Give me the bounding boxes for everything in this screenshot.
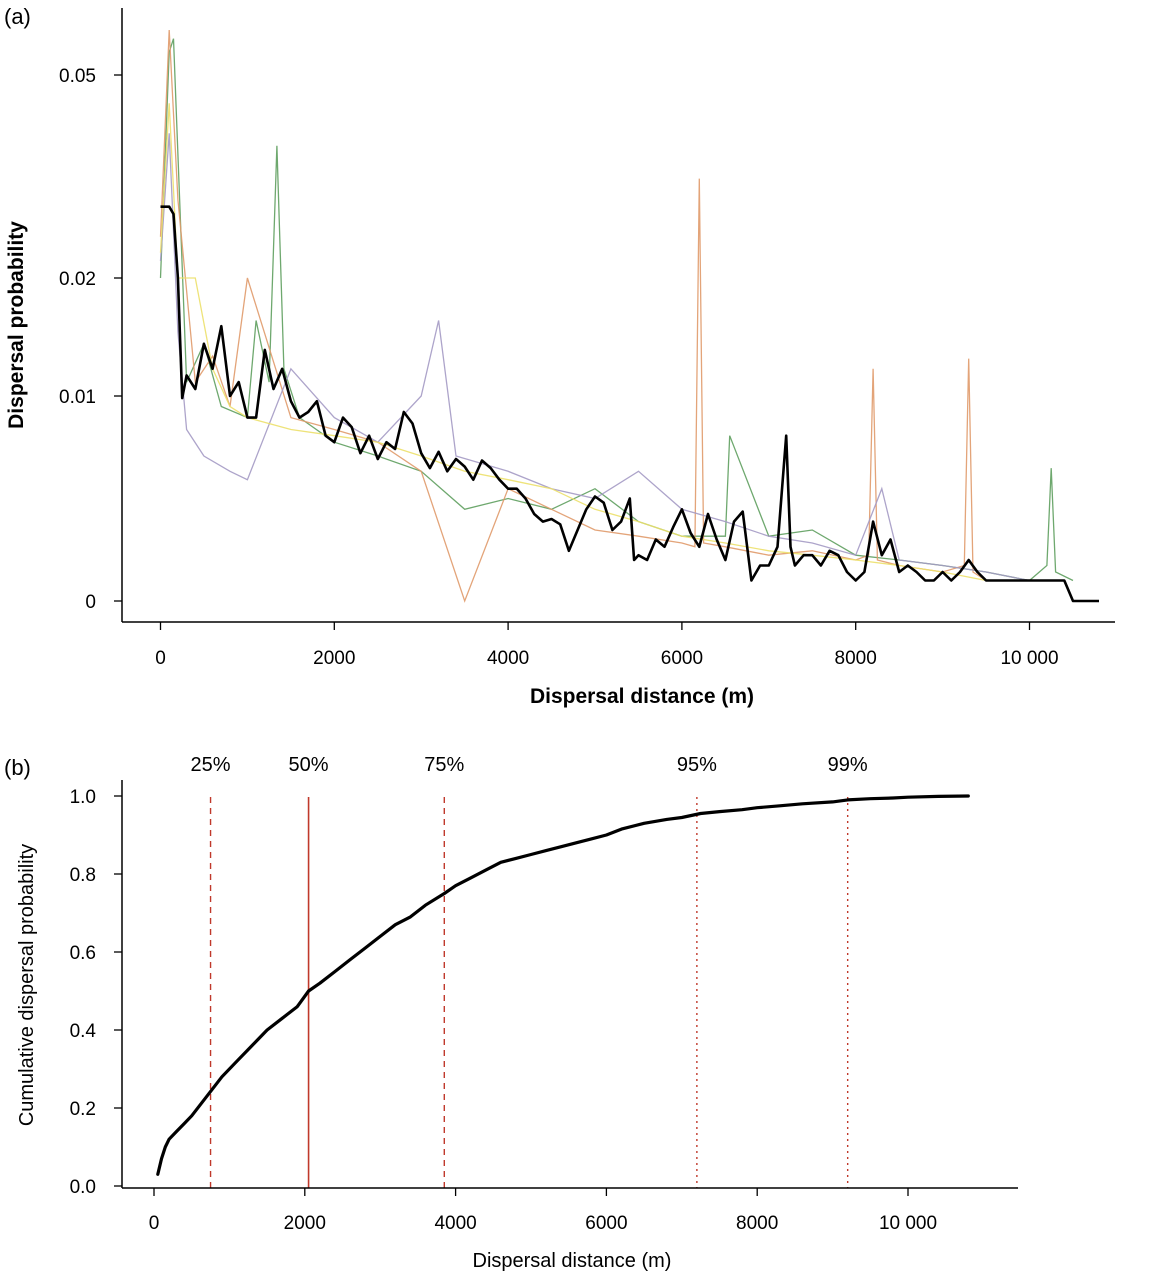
panel-b-percentile-label: 99%	[828, 754, 868, 776]
panel-a-series-mean	[160, 205, 1099, 603]
panel-b-percentile-label: 95%	[677, 754, 717, 776]
panel-b-cumulative-curve	[156, 794, 970, 1176]
panel-b-y-ticks: 0.0 0.2 0.4 0.6 0.8 1.0	[70, 787, 122, 1198]
panel-b-cumulative-chart: (b) 25% 50% 75% 95% 99% 0 2000 4000 6000 8000 10 …	[4, 754, 1018, 1272]
panel-a-label: (a)	[4, 4, 31, 29]
panel-b-x-tick-label: 10 000	[879, 1213, 937, 1234]
panel-b-x-tick-label: 4000	[434, 1213, 476, 1234]
panel-a-series-green	[159, 38, 1074, 582]
panel-a-x-axis-title: Dispersal distance (m)	[530, 685, 754, 708]
panel-b-y-tick-label: 0.4	[70, 1021, 97, 1042]
panel-a-y-tick-label: 0.01	[59, 387, 96, 408]
panel-a-series-yellow	[159, 103, 1030, 582]
panel-b-y-tick-label: 0.2	[70, 1099, 96, 1120]
panel-a-series-purple	[159, 133, 1030, 582]
panel-a-y-ticks: 0 0.01 0.02 0.05	[59, 66, 122, 613]
panel-b-y-tick-label: 1.0	[70, 787, 96, 808]
panel-b-percentile-label: 75%	[424, 754, 464, 776]
panel-a-x-tick-label: 8000	[835, 648, 877, 669]
panel-a-x-tick-label: 6000	[661, 648, 703, 669]
panel-b-x-tick-label: 0	[149, 1213, 160, 1234]
panel-b-percentile-label: 25%	[191, 754, 231, 776]
panel-a-density-chart: (a) 0 2000 4000 6000 8000 10 000 0 0.01 0.02 0.0…	[4, 4, 1115, 708]
panel-a-x-ticks: 0 2000 4000 6000 8000 10 000	[155, 622, 1059, 669]
panel-a-x-tick-label: 10 000	[1000, 648, 1058, 669]
panel-b-label: (b)	[4, 755, 31, 780]
panel-b-y-tick-label: 0.6	[70, 943, 96, 964]
panel-b-y-axis-title: Cumulative dispersal probability	[16, 844, 38, 1126]
panel-a-y-tick-label: 0	[85, 592, 96, 613]
panel-b-percentile-lines: 25% 50% 75% 95% 99%	[191, 754, 868, 1188]
panel-a-y-tick-label: 0.02	[59, 269, 96, 290]
panel-a-series-orange	[159, 29, 1030, 603]
panel-a-x-tick-label: 4000	[487, 648, 529, 669]
panel-b-y-tick-label: 0.0	[70, 1177, 96, 1198]
panel-b-x-ticks: 0 2000 4000 6000 8000 10 000	[149, 1188, 937, 1234]
panel-b-x-tick-label: 2000	[284, 1213, 326, 1234]
panel-a-y-tick-label: 0.05	[59, 66, 96, 87]
panel-b-series-group	[156, 794, 970, 1176]
panel-b-x-tick-label: 6000	[585, 1213, 627, 1234]
panel-b-percentile-label: 50%	[289, 754, 329, 776]
panel-a-x-tick-label: 2000	[313, 648, 355, 669]
panel-a-series-group	[159, 29, 1099, 603]
panel-b-y-tick-label: 0.8	[70, 865, 96, 886]
panel-b-x-tick-label: 8000	[736, 1213, 778, 1234]
panel-a-x-tick-label: 0	[155, 648, 166, 669]
panel-a-y-axis-title: Dispersal probability	[5, 221, 28, 429]
panel-b-x-axis-title: Dispersal distance (m)	[473, 1250, 672, 1272]
